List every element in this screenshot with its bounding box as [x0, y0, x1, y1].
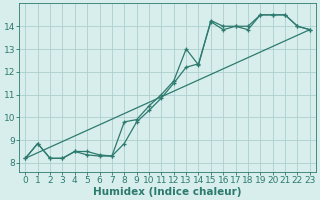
X-axis label: Humidex (Indice chaleur): Humidex (Indice chaleur) — [93, 187, 242, 197]
